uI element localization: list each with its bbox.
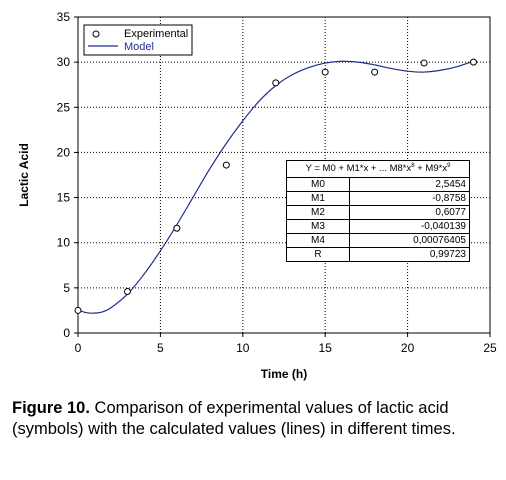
equation-cell: Y = M0 + M1*x + ... M8*x8 + M9*x9 [286,160,470,178]
parameter-value: -0,040139 [349,219,470,234]
legend-box [83,24,193,56]
equation-exponent-9: 9 [447,163,451,170]
parameter-value: 0,99723 [349,247,470,262]
chart: 0 5 10 15 20 25 0 5 10 15 20 25 30 35 Time (h) Lactic… [17,10,497,381]
model-series-line [77,60,474,314]
parameter-name: M3 [286,219,350,234]
parameter-row: R 0,99723 [286,247,470,262]
x-tick-label: 15 [319,341,333,355]
x-tick-label: 5 [157,341,164,355]
experimental-data-point [321,68,329,76]
parameter-value: 0,6077 [349,205,470,220]
x-axis-title: Time (h) [261,367,307,381]
y-tick-label: 35 [57,10,71,24]
experimental-data-point [470,58,478,66]
x-tick-label: 0 [75,341,82,355]
parameter-name: M1 [286,191,350,206]
parameter-name: M4 [286,233,350,248]
y-tick-label: 10 [57,236,71,250]
figure-label: Figure 10. [12,399,90,417]
axis-ticks: 0 5 10 15 20 25 0 5 10 15 20 25 30 35 [57,10,497,355]
figure-caption: Figure 10. Comparison of experimental va… [12,398,498,440]
y-tick-label: 15 [57,191,71,205]
experimental-data-point [420,59,428,67]
x-tick-label: 20 [401,341,415,355]
x-tick-label: 25 [483,341,497,355]
model-layer [77,60,474,314]
parameter-row: M0 2,5454 [286,177,470,192]
y-tick-label: 25 [57,100,71,114]
parameter-row: M2 0,6077 [286,205,470,220]
parameter-value: 0,00076405 [349,233,470,248]
equation-exponent-8: 8 [411,163,415,170]
plot-frame [77,16,491,334]
legend: Experimental Model [83,24,193,56]
y-tick-label: 20 [57,145,71,159]
experimental-data-point [173,224,181,232]
parameter-name: R [286,247,350,262]
equation-text: Y = M0 + M1*x + ... M8*x [305,163,412,175]
experimental-data-point [123,287,131,295]
legend-label-model: Model [124,41,154,53]
parameter-name: M0 [286,177,350,192]
y-tick-label: 5 [63,281,70,295]
figure-caption-text: Comparison of experimental values of lac… [12,399,456,438]
y-tick-label: 0 [63,326,70,340]
experimental-data-point [371,68,379,76]
experimental-data-point [272,79,280,87]
x-tick-label: 10 [236,341,250,355]
parameter-row: M3 -0,040139 [286,219,470,234]
y-tick-label: 30 [57,55,71,69]
equation-text-mid: + M9*x [414,163,448,175]
parameter-row: M1 -0,8758 [286,191,470,206]
parameter-row: M4 0,00076405 [286,233,470,248]
points-layer [74,58,478,314]
legend-label-experimental: Experimental [124,28,188,40]
parameter-table: Y = M0 + M1*x + ... M8*x8 + M9*x9 M0 2,5… [286,160,470,262]
experimental-data-point [222,161,230,169]
parameter-value: -0,8758 [349,191,470,206]
parameter-table-header-row: Y = M0 + M1*x + ... M8*x8 + M9*x9 [286,160,470,178]
parameter-value: 2,5454 [349,177,470,192]
parameter-name: M2 [286,205,350,220]
y-axis-title: Lactic Acid [17,143,31,207]
experimental-data-point [74,306,82,314]
legend-marker-experimental [92,30,100,38]
